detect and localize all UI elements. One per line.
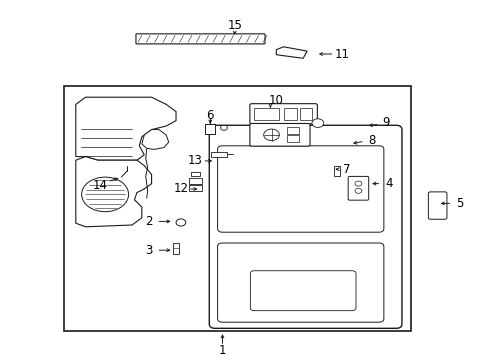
FancyBboxPatch shape — [249, 123, 309, 146]
FancyBboxPatch shape — [136, 34, 264, 44]
Text: 12: 12 — [173, 183, 188, 195]
Text: 8: 8 — [367, 134, 375, 147]
FancyBboxPatch shape — [250, 271, 355, 311]
Text: 1: 1 — [218, 345, 226, 357]
Text: 15: 15 — [227, 19, 242, 32]
Bar — [254, 108, 278, 120]
FancyBboxPatch shape — [217, 243, 383, 322]
Bar — [333, 166, 339, 176]
Bar — [172, 243, 179, 254]
Text: 4: 4 — [384, 177, 392, 190]
Text: 14: 14 — [93, 179, 107, 192]
Polygon shape — [142, 130, 168, 149]
Polygon shape — [76, 97, 176, 160]
Bar — [283, 108, 297, 120]
Circle shape — [81, 177, 128, 212]
Bar — [63, 86, 410, 331]
Text: 5: 5 — [455, 197, 463, 210]
Text: 6: 6 — [206, 109, 214, 122]
Text: 3: 3 — [145, 244, 153, 257]
FancyBboxPatch shape — [217, 146, 383, 232]
Bar — [190, 172, 200, 176]
Circle shape — [354, 188, 361, 193]
Bar — [299, 108, 311, 120]
Text: 11: 11 — [334, 48, 349, 60]
Bar — [211, 152, 226, 157]
FancyBboxPatch shape — [209, 125, 401, 328]
FancyBboxPatch shape — [427, 192, 446, 219]
Text: 7: 7 — [343, 163, 350, 176]
Bar — [189, 178, 202, 184]
Circle shape — [311, 119, 323, 127]
Circle shape — [263, 129, 279, 140]
Circle shape — [220, 125, 227, 130]
Bar — [205, 124, 215, 134]
Polygon shape — [76, 157, 151, 227]
Text: 10: 10 — [268, 94, 283, 107]
Polygon shape — [276, 47, 306, 58]
Text: 13: 13 — [188, 154, 203, 167]
Bar — [286, 127, 298, 134]
Bar — [189, 185, 202, 191]
Text: 2: 2 — [145, 215, 153, 228]
Circle shape — [176, 219, 185, 226]
Bar — [286, 135, 298, 142]
FancyBboxPatch shape — [249, 104, 317, 124]
Circle shape — [354, 181, 361, 186]
FancyBboxPatch shape — [347, 176, 368, 200]
Text: 9: 9 — [382, 116, 389, 129]
